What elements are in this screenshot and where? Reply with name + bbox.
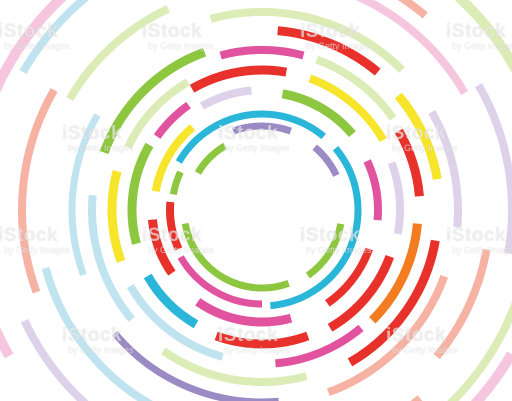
ring-arc — [99, 47, 207, 155]
ring-arc — [41, 266, 153, 401]
ring-arc — [428, 110, 462, 228]
ring-arc — [327, 254, 395, 332]
ring-arc — [209, 8, 405, 73]
ring-arc — [326, 274, 449, 397]
ring-arc — [126, 283, 224, 361]
ring-arc — [177, 255, 263, 308]
ring-arc — [194, 142, 227, 175]
ring-arc — [447, 300, 512, 401]
ring-arc — [270, 146, 362, 310]
ring-arc — [369, 223, 422, 324]
ring-arc — [151, 124, 196, 193]
ring-arc — [189, 65, 288, 93]
ring-arc — [275, 324, 364, 368]
ring-arc — [277, 26, 381, 76]
ring-arc — [143, 273, 199, 329]
ring-arc — [470, 351, 512, 401]
ring-arc — [232, 122, 292, 135]
ring-arc — [394, 92, 442, 180]
ring-arc — [127, 142, 154, 245]
ring-arc — [214, 331, 310, 349]
ring-arc — [475, 83, 512, 255]
ring-arc — [124, 78, 191, 150]
ring-arc — [181, 222, 290, 292]
ring-arc — [68, 113, 101, 277]
ring-arc — [315, 55, 397, 121]
ring-arc — [19, 0, 90, 75]
ring-arc — [88, 194, 135, 322]
ring-arc — [433, 248, 491, 360]
ring-arc — [166, 201, 183, 251]
ring-arc — [20, 319, 89, 401]
ring-arc — [175, 110, 326, 164]
ring-arc — [387, 161, 404, 235]
ring-arc — [112, 331, 279, 401]
ring-arc — [454, 0, 512, 74]
ring-arc — [312, 144, 340, 177]
ring-arc — [394, 128, 424, 197]
ring-arc — [66, 5, 170, 102]
ring-arc — [325, 247, 373, 307]
ring-arc — [161, 347, 308, 386]
ring-arc — [169, 170, 184, 196]
ring-arc — [18, 88, 58, 294]
ring-arc — [195, 298, 293, 327]
ring-arc — [308, 74, 387, 143]
ring-arc — [347, 239, 440, 367]
ring-arc — [107, 170, 126, 263]
ring-arc — [281, 89, 356, 138]
ring-arc — [153, 101, 191, 139]
ring-arc — [305, 223, 345, 279]
ring-arc — [200, 86, 252, 110]
ring-arc — [147, 219, 176, 276]
ring-arc — [219, 46, 305, 60]
ring-arc — [363, 159, 382, 221]
ring-arc — [355, 0, 469, 96]
